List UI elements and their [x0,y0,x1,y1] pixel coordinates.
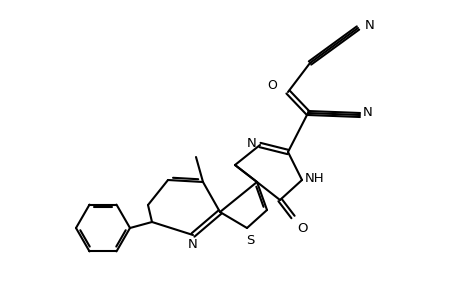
Text: N: N [362,106,372,118]
Text: S: S [245,235,254,248]
Text: N: N [188,238,197,251]
Text: N: N [364,19,374,32]
Text: NH: NH [304,172,324,184]
Text: N: N [246,136,256,149]
Text: O: O [267,79,276,92]
Text: O: O [297,221,308,235]
